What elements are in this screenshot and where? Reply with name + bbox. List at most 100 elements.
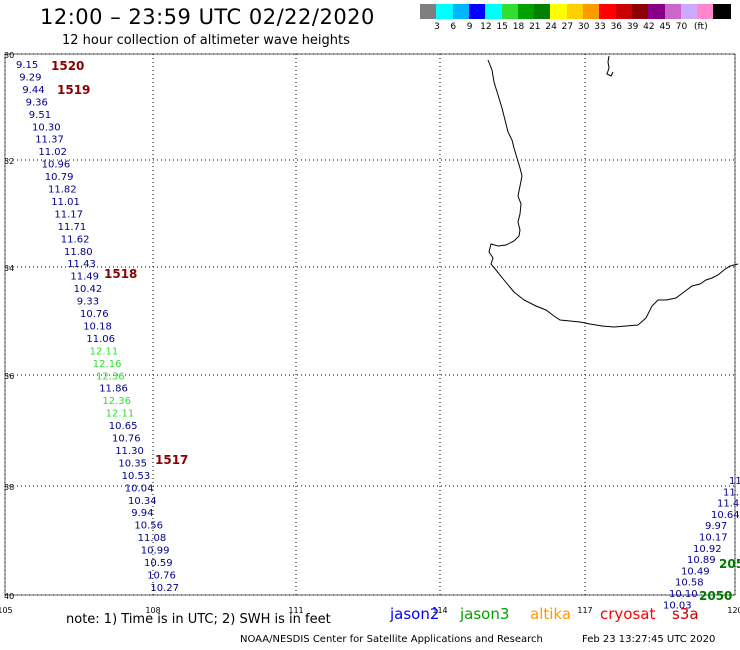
latitude-label: 40	[4, 592, 14, 601]
wave-height-value: 10.99	[141, 546, 170, 557]
wave-height-value: 12.11	[90, 346, 119, 357]
footer-credit: NOAA/NESDIS Center for Satellite Applica…	[240, 634, 543, 645]
scale-swatch	[550, 4, 569, 19]
latitude-label: 36	[4, 372, 14, 381]
wave-height-value: 10.65	[109, 421, 138, 432]
scale-label: 36	[610, 22, 623, 32]
wave-height-value: 11	[729, 476, 740, 487]
wave-height-value: 11.62	[61, 234, 90, 245]
scale-label: 30	[577, 22, 590, 32]
island-coast	[606, 55, 614, 77]
longitude-label: 108	[145, 606, 160, 615]
scale-label: 3	[434, 22, 440, 32]
wave-height-value: 10.53	[122, 471, 151, 482]
wave-height-value: 9.33	[77, 297, 99, 308]
wave-height-value: 11.37	[35, 135, 64, 146]
pass-time-label: 1520	[51, 59, 84, 73]
axis-labels: 30 32 34 36 38 40 105 108 111 114 117 120	[0, 51, 740, 615]
longitude-label: 111	[288, 606, 303, 615]
wave-height-value: 10.10	[669, 589, 698, 600]
pass-time-label: 1518	[104, 267, 137, 281]
scale-swatch	[680, 4, 699, 19]
scale-swatch	[452, 4, 471, 19]
wave-height-value: 11.4	[717, 499, 739, 510]
wave-height-value: 10.17	[699, 533, 728, 544]
wave-height-value: 10.42	[74, 284, 103, 295]
wave-height-value: 9.29	[19, 72, 41, 83]
wave-height-value: 11.08	[138, 533, 167, 544]
wave-height-value: 11.43	[67, 259, 96, 270]
map-grid	[4, 53, 736, 596]
wave-height-value: 11.01	[51, 197, 80, 208]
wave-height-value: 10.76	[80, 309, 109, 320]
wave-height-value: 10.03	[663, 600, 692, 611]
scale-label: 18	[512, 22, 525, 32]
scale-label: 9	[466, 22, 473, 32]
scale-swatch	[664, 4, 683, 19]
wave-height-value: 11.	[723, 487, 739, 498]
scale-swatch	[501, 4, 520, 19]
coastline	[487, 59, 739, 328]
wave-height-value: 11.80	[64, 247, 93, 258]
latitude-label: 30	[4, 51, 14, 60]
scale-swatch	[420, 4, 438, 19]
wave-height-value: 10.04	[125, 483, 154, 494]
wave-height-value: 9.94	[131, 508, 153, 519]
latitude-label: 38	[4, 483, 14, 492]
wave-height-value: 12.36	[96, 371, 125, 382]
scale-label: 39	[626, 22, 639, 32]
wave-height-value: 12.16	[93, 359, 122, 370]
satellite-legend-item: jason2	[390, 605, 440, 623]
map-frame	[4, 53, 736, 596]
wave-height-value: 10.92	[693, 544, 722, 555]
wave-height-value: 10.96	[42, 160, 71, 171]
pass-time-label: 205	[719, 557, 740, 571]
satellite-legend-item: cryosat	[600, 605, 656, 623]
wave-height-value: 11.86	[99, 384, 128, 395]
wave-height-value: 9.97	[705, 521, 727, 532]
scale-label: 6	[450, 22, 457, 32]
wave-height-value: 11.49	[70, 272, 99, 283]
scale-label: 27	[561, 22, 574, 32]
scale-swatch	[615, 4, 634, 19]
wave-height-value: 12.36	[102, 396, 131, 407]
scale-label: 12	[480, 22, 492, 32]
pass-time-label: 1517	[155, 453, 188, 467]
wave-height-value: 10.89	[687, 555, 716, 566]
scale-swatch	[583, 4, 601, 19]
wave-height-value: 10.18	[83, 321, 112, 332]
longitude-label: 117	[577, 606, 592, 615]
wave-height-value: 10.35	[118, 458, 147, 469]
longitude-label: 114	[432, 606, 447, 615]
scale-label: 33	[594, 22, 606, 32]
wave-height-value: 10.59	[144, 558, 173, 569]
scale-swatch	[485, 4, 504, 19]
wave-height-value: 10.76	[112, 434, 141, 445]
satellite-legend-item: jason3	[460, 605, 510, 623]
scale-swatch	[631, 4, 650, 19]
wave-height-value: 11.71	[58, 222, 87, 233]
scale-label: 15	[496, 22, 508, 32]
wave-height-value: 12.11	[106, 409, 135, 420]
wave-height-value: 10.58	[675, 578, 704, 589]
scale-swatch	[534, 4, 553, 19]
wave-height-value: 10.27	[150, 583, 179, 594]
satellite-legend-item: s3a	[672, 605, 699, 623]
wave-height-value: 9.51	[29, 110, 51, 121]
wave-height-value: 10.64	[711, 510, 740, 521]
scale-label: 24	[545, 22, 557, 32]
wave-height-value: 11.82	[48, 185, 77, 196]
scale-swatch	[697, 4, 716, 19]
wave-height-value: 11.30	[115, 446, 144, 457]
map-note: note: 1) Time is in UTC; 2) SWH is in fe…	[66, 612, 331, 627]
scale-swatch	[468, 4, 487, 19]
scale-swatch	[599, 4, 618, 19]
scale-label: 45	[659, 22, 671, 32]
scale-swatch	[713, 4, 732, 19]
pass-time-label: 2050	[699, 589, 732, 603]
wave-height-value: 10.49	[681, 566, 710, 577]
wave-height-value: 9.15	[16, 60, 38, 71]
scale-unit: (ft)	[694, 22, 708, 32]
